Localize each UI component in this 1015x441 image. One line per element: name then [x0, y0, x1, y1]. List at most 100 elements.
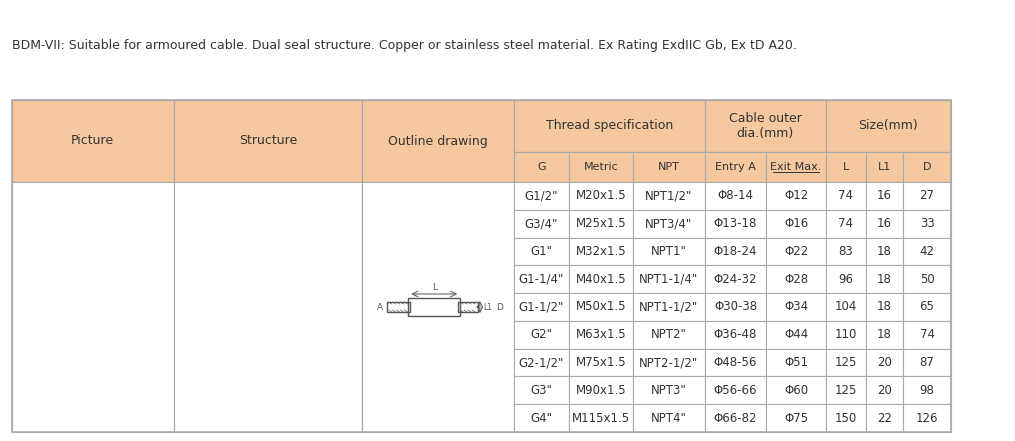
Text: 20: 20 [877, 356, 892, 369]
Bar [633, 182, 704, 210]
Bar [766, 210, 826, 238]
Bar [903, 210, 951, 238]
Text: L1: L1 [483, 303, 492, 311]
Text: 125: 125 [834, 384, 857, 397]
Text: 83: 83 [838, 245, 853, 258]
Text: 33: 33 [920, 217, 935, 230]
Text: Φ12: Φ12 [784, 189, 808, 202]
Text: NPT3": NPT3" [651, 384, 687, 397]
Bar [362, 182, 515, 432]
Text: 18: 18 [877, 328, 892, 341]
Text: D: D [495, 303, 502, 311]
Text: NPT2-1/2": NPT2-1/2" [639, 356, 698, 369]
Bar [704, 265, 766, 293]
Bar [704, 238, 766, 265]
Bar [633, 238, 704, 265]
Bar [866, 265, 903, 293]
Bar [633, 349, 704, 377]
Bar [866, 321, 903, 349]
Text: Metric: Metric [584, 162, 618, 172]
Text: 18: 18 [877, 300, 892, 314]
Bar [633, 293, 704, 321]
Bar [458, 302, 478, 312]
Text: L: L [842, 162, 849, 172]
Bar [826, 152, 866, 182]
Text: G1": G1" [531, 245, 552, 258]
Text: Cable outer
dia.(mm): Cable outer dia.(mm) [729, 112, 802, 140]
Text: M90x1.5: M90x1.5 [576, 384, 626, 397]
Text: 50: 50 [920, 273, 935, 286]
Bar [704, 152, 766, 182]
Text: Outline drawing: Outline drawing [389, 135, 488, 147]
Bar [568, 349, 633, 377]
Bar [515, 404, 568, 432]
Bar [568, 293, 633, 321]
Text: M32x1.5: M32x1.5 [576, 245, 626, 258]
Text: Φ75: Φ75 [784, 411, 808, 425]
Text: Φ22: Φ22 [784, 245, 808, 258]
Text: 96: 96 [838, 273, 854, 286]
Text: 42: 42 [920, 245, 935, 258]
Text: Structure: Structure [239, 135, 297, 147]
Bar [568, 182, 633, 210]
Bar [866, 404, 903, 432]
Bar [903, 182, 951, 210]
Bar [766, 238, 826, 265]
Text: Thread specification: Thread specification [546, 120, 673, 132]
Text: G1-1/4": G1-1/4" [519, 273, 564, 286]
Bar [866, 182, 903, 210]
Bar [903, 265, 951, 293]
Text: 74: 74 [838, 189, 854, 202]
Bar [568, 377, 633, 404]
Text: NPT1": NPT1" [651, 245, 687, 258]
Bar [826, 293, 866, 321]
Text: NPT1/2": NPT1/2" [646, 189, 692, 202]
Bar [866, 210, 903, 238]
Bar [766, 404, 826, 432]
Bar [704, 182, 766, 210]
Text: G3/4": G3/4" [525, 217, 558, 230]
Text: Exit Max.: Exit Max. [770, 162, 822, 172]
Bar [174, 100, 362, 182]
Bar [866, 238, 903, 265]
Text: M25x1.5: M25x1.5 [576, 217, 626, 230]
Text: 98: 98 [920, 384, 935, 397]
Text: G4": G4" [531, 411, 552, 425]
Text: 65: 65 [920, 300, 935, 314]
Bar [633, 152, 704, 182]
Text: NPT: NPT [658, 162, 680, 172]
Text: Φ34: Φ34 [784, 300, 808, 314]
Text: 74: 74 [838, 217, 854, 230]
Text: A: A [377, 303, 383, 311]
Bar [704, 377, 766, 404]
Text: M20x1.5: M20x1.5 [576, 189, 626, 202]
Bar [903, 349, 951, 377]
Text: BDM-VII: Suitable for armoured cable. Dual seal structure. Copper or stainless s: BDM-VII: Suitable for armoured cable. Du… [12, 38, 797, 52]
Bar [568, 265, 633, 293]
Bar [515, 265, 568, 293]
Bar [826, 265, 866, 293]
Bar [633, 265, 704, 293]
Bar [12, 100, 174, 182]
Text: Φ48-56: Φ48-56 [714, 356, 757, 369]
Text: 110: 110 [834, 328, 857, 341]
Bar [362, 100, 515, 182]
Bar [826, 321, 866, 349]
Text: 18: 18 [877, 245, 892, 258]
Bar [826, 377, 866, 404]
Bar [515, 377, 568, 404]
Bar [766, 377, 826, 404]
Text: L1: L1 [878, 162, 891, 172]
Bar [704, 404, 766, 432]
Text: G1-1/2": G1-1/2" [519, 300, 564, 314]
Bar [866, 349, 903, 377]
Text: 150: 150 [834, 411, 857, 425]
Text: Φ51: Φ51 [784, 356, 808, 369]
Text: Picture: Picture [71, 135, 115, 147]
Text: M75x1.5: M75x1.5 [576, 356, 626, 369]
Bar [766, 349, 826, 377]
Text: Φ28: Φ28 [784, 273, 808, 286]
Bar [704, 210, 766, 238]
Bar [12, 100, 951, 432]
Text: D: D [923, 162, 932, 172]
